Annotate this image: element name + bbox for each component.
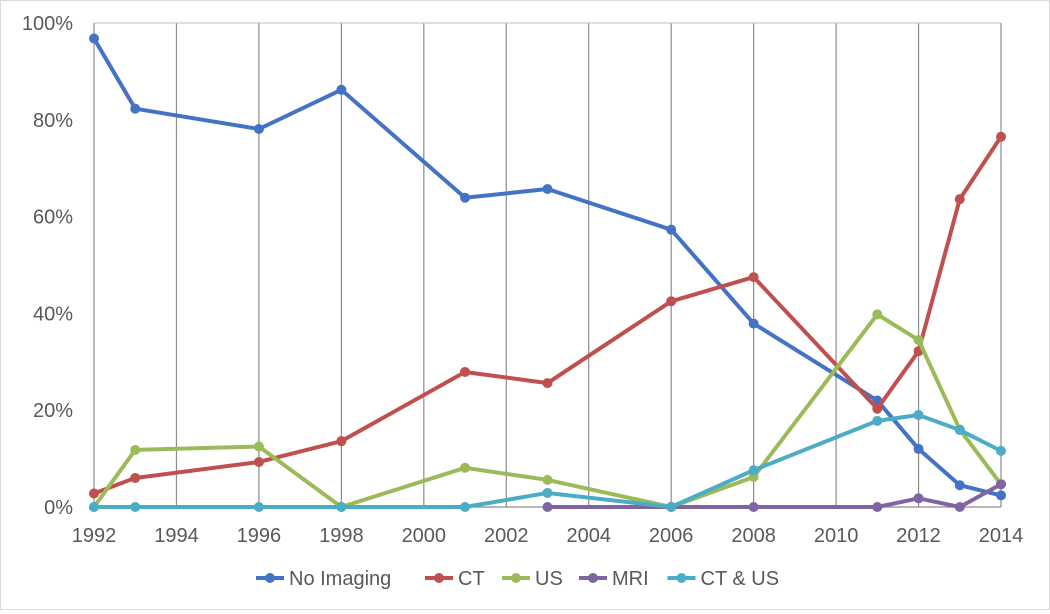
y-tick-label: 100% [22, 13, 73, 35]
data-point-no-imaging-1996 [253, 123, 264, 134]
data-point-ct-2008 [748, 272, 759, 283]
data-point-no-imaging-2006 [666, 224, 677, 235]
series-line-no-imaging [92, 36, 1003, 498]
data-point-mri-2003 [542, 502, 553, 512]
x-tick-label: 1998 [319, 525, 364, 547]
gridlines [94, 22, 1002, 507]
axes [93, 23, 1001, 508]
data-point-us-2001 [460, 462, 471, 473]
data-point-mri-2012 [913, 493, 924, 504]
data-point-ct-us-2014 [996, 445, 1006, 456]
series-layer [89, 33, 1006, 512]
x-tick-label: 2004 [566, 525, 611, 547]
x-tick-label: 2002 [484, 525, 529, 547]
data-point-ct-us-2012 [913, 410, 924, 421]
data-point-us-2011 [872, 309, 883, 320]
legend-label: US [535, 568, 563, 590]
data-point-ct-1996 [253, 456, 264, 467]
legend: No Imaging CT US MRI CT & US [256, 568, 779, 590]
data-point-ct-us-1996 [253, 502, 264, 512]
data-point-no-imaging-1993 [130, 103, 141, 114]
legend-item-ct: CT [425, 568, 485, 590]
x-axis-tick-labels: 1992 1994 1996 1998 2000 2002 2004 2006 2008 2010… [72, 525, 1024, 547]
data-point-ct-us-1993 [130, 502, 141, 512]
x-tick-label: 1994 [154, 525, 199, 547]
data-point-us-2003 [542, 474, 553, 485]
x-tick-label: 2010 [814, 525, 859, 547]
data-point-ct-us-1998 [336, 502, 347, 512]
series-ct-us [89, 410, 1006, 512]
data-point-no-imaging-2013 [954, 480, 965, 491]
data-point-no-imaging-1992 [89, 33, 99, 44]
data-point-no-imaging-2012 [913, 443, 924, 454]
data-point-us-1993 [130, 444, 141, 455]
y-axis-tick-labels: 0% 20% 40% 60% 80% 100% [22, 13, 73, 519]
data-point-no-imaging-2001 [460, 192, 471, 203]
legend-swatch-marker [434, 573, 444, 583]
x-tick-label: 2006 [649, 525, 694, 547]
y-tick-label: 40% [33, 303, 73, 325]
data-point-no-imaging-2003 [542, 184, 553, 195]
legend-swatch-marker [588, 573, 598, 583]
x-tick-label: 2014 [979, 525, 1024, 547]
data-point-ct-2006 [666, 296, 677, 307]
data-point-no-imaging-1998 [336, 84, 347, 95]
x-tick-label: 1992 [72, 525, 117, 547]
x-tick-label: 1996 [237, 525, 282, 547]
legend-label: CT [458, 568, 485, 590]
series-line-ct [92, 134, 1003, 496]
legend-label: No Imaging [289, 568, 391, 590]
legend-item-us: US [502, 568, 563, 590]
data-point-us-2012 [913, 335, 924, 346]
data-point-us-1996 [253, 441, 264, 452]
data-point-mri-2008 [748, 502, 759, 512]
data-point-no-imaging-2014 [996, 490, 1006, 501]
data-point-ct-2013 [954, 194, 965, 205]
legend-swatch-marker [676, 573, 687, 583]
legend-swatch-marker [511, 573, 521, 583]
legend-item-no-imaging: No Imaging [256, 568, 391, 590]
x-tick-label: 2012 [896, 525, 941, 547]
x-tick-label: 2008 [731, 525, 776, 547]
legend-item-mri: MRI [579, 568, 649, 590]
series-line-ct-us [92, 413, 1003, 509]
data-point-mri-2011 [872, 502, 883, 512]
data-point-ct-us-2003 [542, 487, 553, 498]
data-point-ct-us-1992 [89, 502, 99, 512]
data-point-ct-us-2006 [666, 502, 677, 512]
y-tick-label: 0% [44, 497, 73, 519]
x-tick-label: 2000 [402, 525, 447, 547]
data-point-ct-us-2013 [954, 425, 965, 436]
data-point-ct-2001 [460, 366, 471, 377]
y-tick-label: 60% [33, 207, 73, 229]
legend-label: MRI [612, 568, 649, 590]
y-tick-label: 20% [33, 400, 73, 422]
y-tick-label: 80% [33, 110, 73, 132]
series-ct [89, 131, 1006, 499]
data-point-mri-2013 [954, 502, 965, 512]
series-us [89, 309, 1006, 512]
legend-swatch-marker [265, 573, 275, 583]
series-no-imaging [89, 33, 1006, 501]
data-point-ct-1992 [89, 488, 99, 499]
data-point-ct-us-2011 [872, 415, 883, 426]
data-point-ct-us-2001 [460, 502, 471, 512]
data-point-ct-1998 [336, 436, 347, 447]
legend-item-ct-us: CT & US [667, 568, 780, 590]
data-point-mri-2014 [996, 479, 1006, 490]
data-point-ct-2014 [996, 131, 1006, 142]
series-line-us [92, 312, 1003, 509]
data-point-ct-us-2008 [748, 465, 759, 476]
data-point-ct-2011 [872, 403, 883, 414]
data-point-no-imaging-2008 [748, 318, 759, 329]
legend-label: CT & US [701, 568, 780, 590]
data-point-ct-2003 [542, 378, 553, 389]
data-point-ct-1993 [130, 472, 141, 483]
